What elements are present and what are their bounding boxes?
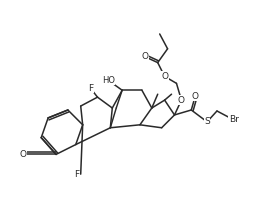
Text: Br: Br — [229, 115, 239, 124]
Text: O: O — [161, 72, 168, 81]
Text: HO: HO — [102, 76, 115, 85]
Text: O: O — [141, 52, 149, 61]
Text: F: F — [88, 84, 93, 93]
Text: S: S — [204, 117, 210, 126]
Text: O: O — [192, 92, 199, 101]
Text: F: F — [74, 170, 79, 179]
Text: O: O — [178, 96, 185, 105]
Text: O: O — [20, 150, 27, 159]
